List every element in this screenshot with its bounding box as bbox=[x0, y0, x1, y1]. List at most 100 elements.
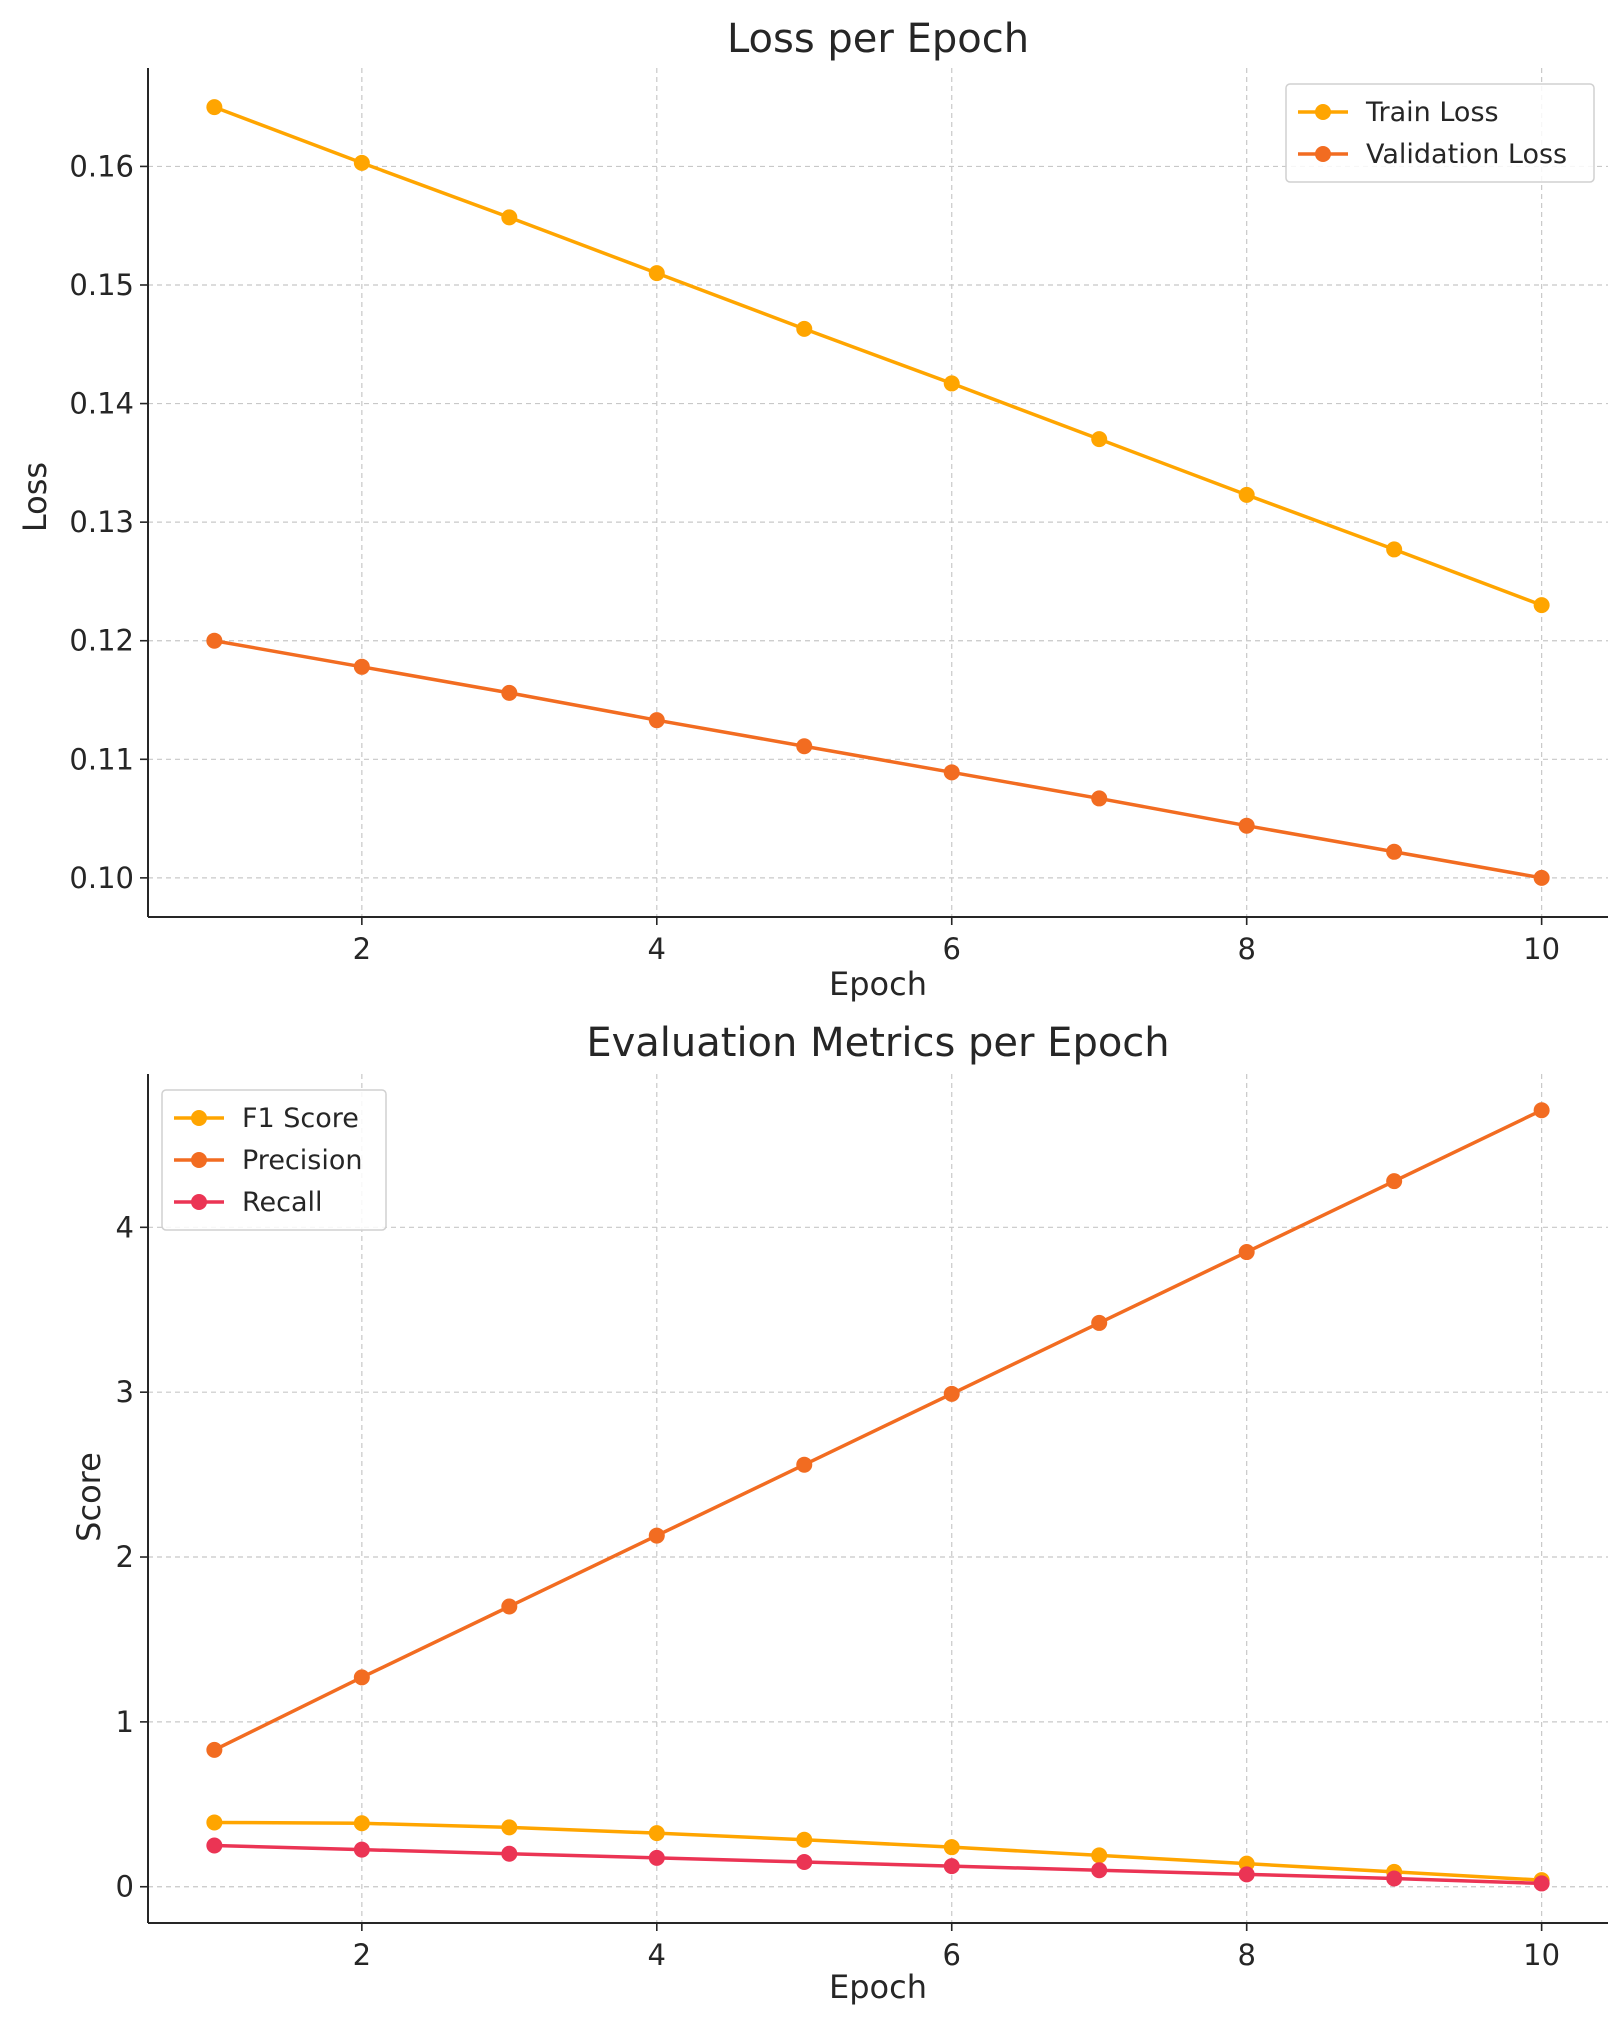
loss-chart-y-tick-label: 0.15 bbox=[69, 268, 134, 302]
metrics-chart-point-precision bbox=[501, 1598, 518, 1615]
loss-chart-point-validation-loss bbox=[1386, 843, 1403, 860]
loss-chart-ticks: 2 4 6 8 10 0.10 0.11 0.12 0.13 0.14 0.15 0.16 bbox=[69, 149, 1560, 966]
loss-chart-y-tick-label: 0.13 bbox=[69, 505, 134, 539]
loss-chart-point-validation-loss bbox=[1238, 817, 1255, 834]
metrics-chart-point-f1-score bbox=[796, 1831, 813, 1848]
metrics-chart-point-recall bbox=[353, 1841, 370, 1858]
loss-chart-x-tick-label: 2 bbox=[353, 932, 371, 966]
metrics-chart-point-recall bbox=[648, 1849, 665, 1866]
metrics-chart-y-axis-label: Score bbox=[70, 1452, 108, 1542]
loss-chart-point-validation-loss bbox=[1091, 790, 1108, 807]
metrics-chart-x-tick-label: 6 bbox=[943, 1938, 961, 1972]
loss-chart-series bbox=[206, 99, 1550, 886]
metrics-chart-y-tick-label: 0 bbox=[116, 1870, 134, 1904]
loss-chart-series-line-validation-loss bbox=[212, 638, 1544, 880]
metrics-chart-y-tick-label: 4 bbox=[116, 1210, 134, 1244]
metrics-chart-legend: F1 Score Precision Recall bbox=[161, 1089, 387, 1231]
metrics-chart-legend-marker-recall bbox=[191, 1194, 207, 1210]
loss-chart-x-tick-label: 6 bbox=[943, 932, 961, 966]
loss-chart-point-train-loss bbox=[206, 99, 223, 116]
loss-chart-legend-label-validation-loss: Validation Loss bbox=[1366, 139, 1567, 170]
loss-chart-point-train-loss bbox=[501, 209, 518, 226]
metrics-chart-point-precision bbox=[353, 1669, 370, 1686]
metrics-chart-legend-label-recall: Recall bbox=[242, 1187, 323, 1218]
loss-chart-point-train-loss bbox=[1091, 431, 1108, 448]
metrics-chart-point-precision bbox=[648, 1527, 665, 1544]
loss-chart-point-validation-loss bbox=[648, 712, 665, 729]
metrics-chart-point-precision bbox=[1091, 1314, 1108, 1331]
metrics-chart-legend-marker-precision bbox=[191, 1152, 207, 1168]
loss-chart-axes bbox=[147, 68, 1608, 918]
loss-chart-y-tick-label: 0.14 bbox=[69, 387, 134, 421]
loss-chart-point-train-loss bbox=[1386, 541, 1403, 558]
metrics-chart-point-recall bbox=[796, 1854, 813, 1871]
loss-chart-legend-marker-train-loss bbox=[1315, 104, 1331, 120]
metrics-chart-point-recall bbox=[1533, 1875, 1550, 1892]
loss-chart-series-line-train-loss bbox=[212, 105, 1544, 607]
metrics-chart-y-tick-label: 1 bbox=[116, 1705, 134, 1739]
metrics-chart-series-line-recall bbox=[212, 1843, 1544, 1886]
loss-chart-point-train-loss bbox=[943, 375, 960, 392]
metrics-chart-x-tick-label: 2 bbox=[353, 1938, 371, 1972]
metrics-chart-legend-label-precision: Precision bbox=[242, 1145, 362, 1176]
metrics-chart-y-tick-label: 3 bbox=[116, 1375, 134, 1409]
loss-chart-legend-label-train-loss: Train Loss bbox=[1365, 97, 1499, 128]
metrics-chart-point-recall bbox=[943, 1858, 960, 1875]
loss-chart-point-validation-loss bbox=[1533, 869, 1550, 886]
metrics-chart-point-precision bbox=[1238, 1244, 1255, 1261]
metrics-chart-point-recall bbox=[1091, 1862, 1108, 1879]
loss-chart-point-validation-loss bbox=[353, 658, 370, 675]
loss-chart-legend-marker-validation-loss bbox=[1315, 146, 1331, 162]
metrics-chart-legend-box bbox=[161, 1089, 387, 1231]
loss-chart-point-train-loss bbox=[796, 320, 813, 337]
metrics-chart-point-f1-score bbox=[648, 1825, 665, 1842]
metrics-chart-x-axis-label: Epoch bbox=[829, 1968, 927, 2006]
metrics-chart-point-precision bbox=[1533, 1102, 1550, 1119]
metrics-chart-point-precision bbox=[206, 1741, 223, 1758]
loss-chart-point-validation-loss bbox=[943, 764, 960, 781]
loss-chart-point-validation-loss bbox=[501, 684, 518, 701]
metrics-chart-series-line-f1-score bbox=[212, 1820, 1544, 1882]
metrics-chart-point-f1-score bbox=[1091, 1847, 1108, 1864]
loss-chart-point-train-loss bbox=[1238, 486, 1255, 503]
metrics-chart-point-recall bbox=[1386, 1870, 1403, 1887]
loss-chart-point-validation-loss bbox=[796, 738, 813, 755]
metrics-chart-point-f1-score bbox=[943, 1839, 960, 1856]
metrics-chart-point-recall bbox=[501, 1845, 518, 1862]
metrics-chart-point-f1-score bbox=[353, 1815, 370, 1832]
loss-chart-x-axis-label: Epoch bbox=[829, 965, 927, 1003]
metrics-chart-point-recall bbox=[206, 1837, 223, 1854]
metrics-chart: Evaluation Metrics per Epoch 2 4 6 8 10 0 1 2 3 4… bbox=[70, 1020, 1608, 2006]
loss-chart-point-train-loss bbox=[353, 154, 370, 171]
metrics-chart-title: Evaluation Metrics per Epoch bbox=[586, 1020, 1169, 1066]
metrics-chart-point-f1-score bbox=[501, 1819, 518, 1836]
loss-chart-x-tick-label: 4 bbox=[648, 932, 666, 966]
metrics-chart-point-precision bbox=[1386, 1173, 1403, 1190]
metrics-chart-x-tick-label: 4 bbox=[648, 1938, 666, 1972]
loss-chart-y-tick-label: 0.11 bbox=[69, 742, 134, 776]
loss-chart: Loss per Epoch 2 4 6 8 10 0.10 0.11 0.12 0.13 0.1… bbox=[16, 16, 1608, 1003]
metrics-chart-legend-marker-f1-score bbox=[191, 1110, 207, 1126]
metrics-chart-series-line-precision bbox=[212, 1108, 1544, 1752]
loss-chart-y-axis-label: Loss bbox=[16, 462, 54, 532]
loss-chart-x-tick-label: 8 bbox=[1237, 932, 1255, 966]
loss-chart-legend: Train Loss Validation Loss bbox=[1285, 83, 1595, 183]
metrics-chart-point-recall bbox=[1238, 1866, 1255, 1883]
loss-chart-y-tick-label: 0.16 bbox=[69, 149, 134, 183]
loss-chart-x-tick-label: 10 bbox=[1523, 932, 1560, 966]
loss-chart-point-validation-loss bbox=[206, 632, 223, 649]
loss-chart-title: Loss per Epoch bbox=[727, 16, 1029, 62]
metrics-chart-y-tick-label: 2 bbox=[116, 1540, 134, 1574]
metrics-chart-point-precision bbox=[943, 1385, 960, 1402]
metrics-chart-point-f1-score bbox=[206, 1814, 223, 1831]
metrics-chart-legend-label-f1-score: F1 Score bbox=[242, 1103, 359, 1134]
loss-chart-point-train-loss bbox=[648, 265, 665, 282]
metrics-chart-ticks: 2 4 6 8 10 0 1 2 3 4 bbox=[116, 1210, 1561, 1972]
metrics-chart-series bbox=[206, 1102, 1550, 1892]
loss-chart-y-tick-label: 0.10 bbox=[69, 861, 134, 895]
metrics-chart-x-tick-label: 8 bbox=[1237, 1938, 1255, 1972]
metrics-chart-grid bbox=[148, 1074, 1608, 1923]
metrics-chart-x-tick-label: 10 bbox=[1523, 1938, 1560, 1972]
